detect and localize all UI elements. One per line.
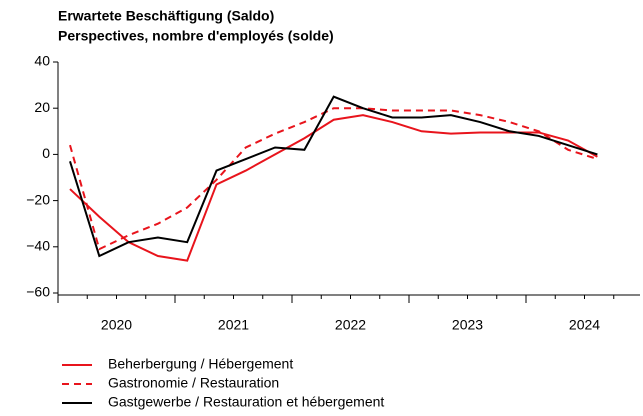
y-tick-label: −60 — [26, 284, 50, 300]
y-tick-label: 20 — [34, 99, 50, 115]
line — [69, 114, 598, 262]
x-tick-label: 2022 — [335, 317, 366, 333]
x-tick-label: 2020 — [101, 317, 132, 333]
y-tick-label: 40 — [34, 53, 50, 69]
y-tick-label: −20 — [26, 191, 50, 207]
chart-subtitle: Perspectives, nombre d'employés (solde) — [58, 28, 334, 44]
y-tick-label: 0 — [42, 145, 50, 161]
chart-title: Erwartete Beschäftigung (Saldo) — [58, 8, 274, 24]
legend-label: Gastgewerbe / Restauration et hébergemen… — [108, 394, 384, 410]
x-tick-label: 2023 — [452, 317, 483, 333]
line — [69, 95, 598, 258]
x-tick-label: 2024 — [569, 317, 600, 333]
x-tick-label: 2021 — [218, 317, 249, 333]
y-tick-label: −40 — [26, 238, 50, 254]
line — [69, 107, 598, 251]
legend-label: Beherbergung / Hébergement — [108, 356, 293, 372]
legend-label: Gastronomie / Restauration — [108, 375, 279, 391]
